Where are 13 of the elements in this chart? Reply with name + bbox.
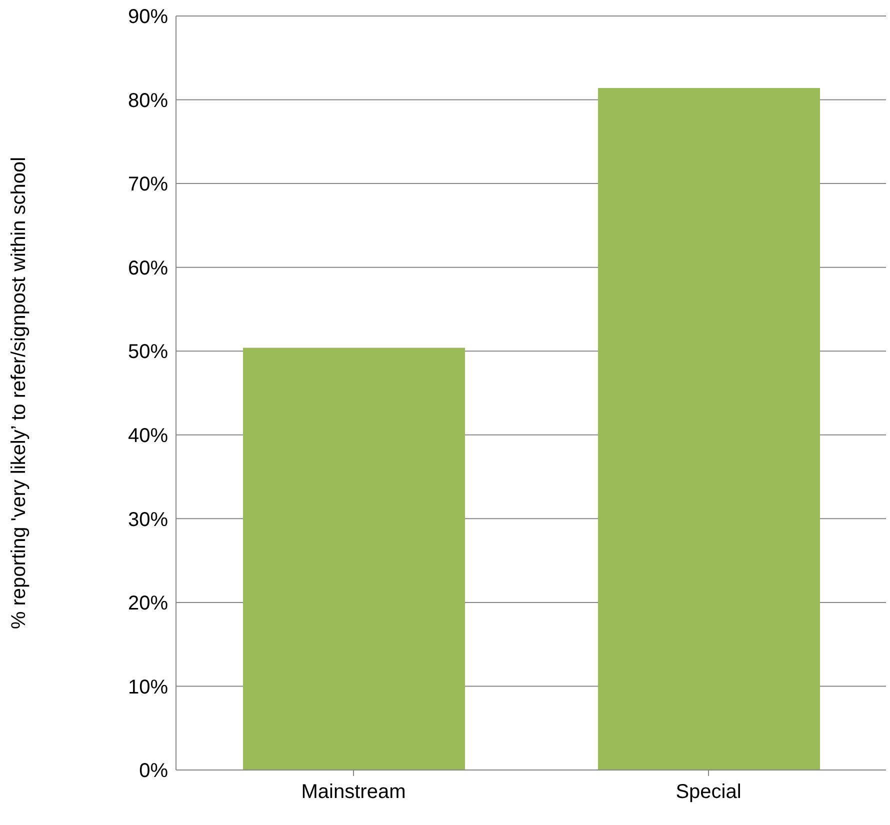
y-tick-label: 50% [128, 341, 168, 364]
x-tick-label: Mainstream [301, 781, 406, 804]
y-tick-label: 60% [128, 257, 168, 280]
y-tick-label: 30% [128, 508, 168, 531]
y-tick-label: 80% [128, 90, 168, 112]
y-tick-label: 10% [128, 676, 168, 698]
y-axis-title: % reporting 'very likely’ to refer/signpost within school [8, 156, 30, 630]
y-tick-label: 20% [128, 592, 168, 615]
y-tick-label: 0% [139, 760, 168, 782]
x-tick-label: Special [676, 781, 742, 804]
y-tick-label: 40% [128, 424, 168, 447]
y-tick-label: 70% [128, 174, 168, 196]
y-tick-label: 90% [128, 6, 168, 28]
